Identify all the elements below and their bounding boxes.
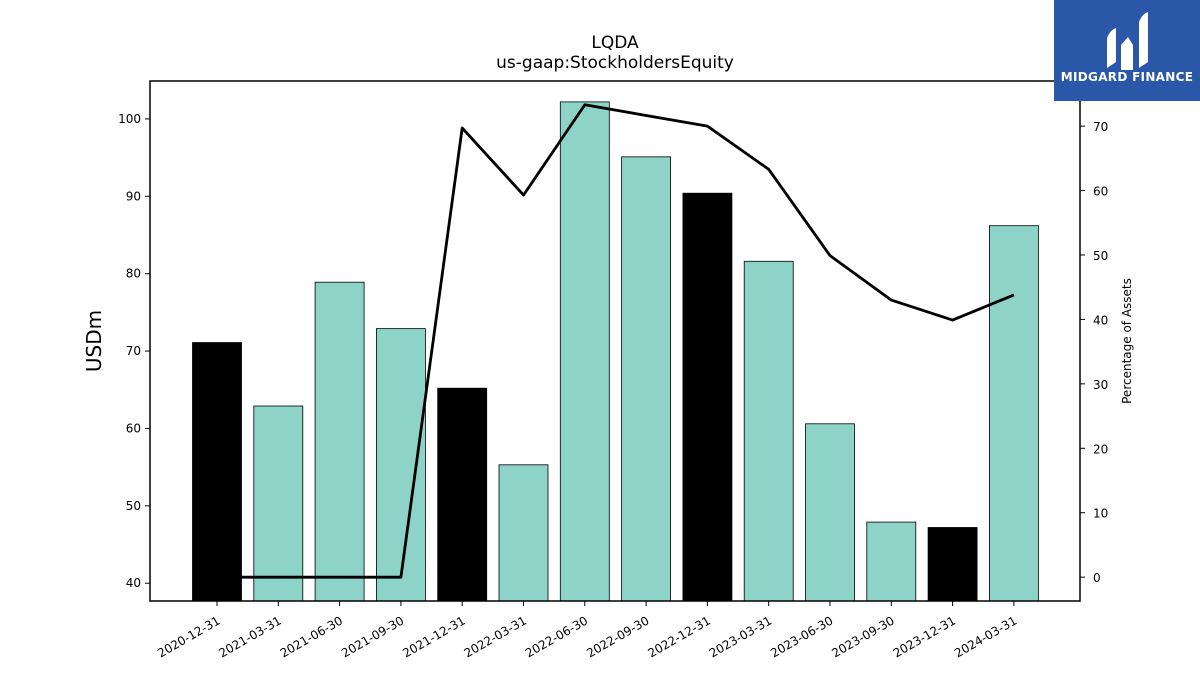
y-axis-label: USDm — [82, 310, 106, 372]
y2-tick-label: 30 — [1093, 378, 1108, 392]
line-series — [217, 103, 1015, 579]
y2-tick-label: 20 — [1093, 442, 1108, 456]
chart-subtitle: us-gaap:StockholdersEquity — [496, 53, 734, 73]
x-tick-label: 2021-03-31 — [216, 613, 283, 660]
y2-tick-label: 0 — [1093, 571, 1101, 585]
bar-2022-09-30 — [621, 156, 671, 602]
x-tick-label: 2023-09-30 — [829, 613, 896, 660]
chart-title: LQDA — [591, 33, 639, 53]
y-tick-label: 80 — [126, 267, 141, 281]
x-tick-label: 2020-12-31 — [155, 613, 222, 660]
bar-2023-12-31 — [927, 527, 978, 602]
percentage-line — [217, 103, 1015, 579]
bar-2023-03-31 — [743, 260, 794, 602]
bar-2024-03-31 — [989, 225, 1039, 602]
y2-tick-label: 10 — [1093, 507, 1108, 521]
bar-2022-12-31 — [682, 192, 733, 602]
x-tick-label: 2023-06-30 — [768, 613, 835, 660]
bar-2022-06-30 — [559, 101, 610, 602]
y-axis-right: 0 10 20 30 40 50 60 70 — [1080, 120, 1108, 585]
y2-tick-label: 40 — [1093, 313, 1108, 327]
y2-tick-label: 60 — [1093, 185, 1108, 199]
x-tick-label: 2022-03-31 — [462, 613, 529, 660]
y-tick-label: 100 — [118, 112, 141, 126]
x-tick-label: 2023-12-31 — [891, 613, 958, 660]
y-tick-label: 90 — [126, 189, 141, 203]
y-tick-label: 60 — [126, 421, 141, 435]
bar-series — [192, 101, 1039, 602]
x-axis: 2020-12-312021-03-312021-06-302021-09-30… — [155, 601, 1019, 660]
y-tick-label: 50 — [126, 499, 141, 513]
y2-tick-label: 50 — [1093, 249, 1108, 263]
bar-2021-12-31 — [437, 387, 488, 602]
x-tick-label: 2021-12-31 — [400, 613, 467, 660]
x-tick-label: 2022-06-30 — [523, 613, 590, 660]
bar-2021-06-30 — [314, 281, 365, 602]
y-tick-label: 40 — [126, 576, 141, 590]
x-tick-label: 2024-03-31 — [952, 613, 1019, 660]
bar-2023-06-30 — [805, 423, 855, 602]
x-tick-label: 2021-09-30 — [339, 613, 406, 660]
x-tick-label: 2023-03-31 — [707, 613, 774, 660]
logo-text: MIDGARD FINANCE — [1061, 70, 1193, 84]
y-axis-left: 40 50 60 70 80 90 100 — [118, 112, 150, 590]
logo: MIDGARD FINANCE — [1054, 0, 1200, 101]
y-tick-label: 70 — [126, 344, 141, 358]
bar-2020-12-31 — [192, 342, 242, 602]
bar-2023-09-30 — [866, 521, 917, 602]
bar-2022-03-31 — [498, 464, 549, 602]
x-tick-label: 2022-12-31 — [645, 613, 712, 660]
y2-axis-label: Percentage of Assets — [1120, 278, 1134, 404]
bar-2021-09-30 — [375, 328, 426, 602]
bar-2021-03-31 — [253, 405, 304, 602]
x-tick-label: 2021-06-30 — [278, 613, 345, 660]
y2-tick-label: 70 — [1093, 120, 1108, 134]
plot-frame — [149, 80, 1081, 602]
logo-mark-icon — [1107, 12, 1148, 70]
x-tick-label: 2022-09-30 — [584, 613, 651, 660]
